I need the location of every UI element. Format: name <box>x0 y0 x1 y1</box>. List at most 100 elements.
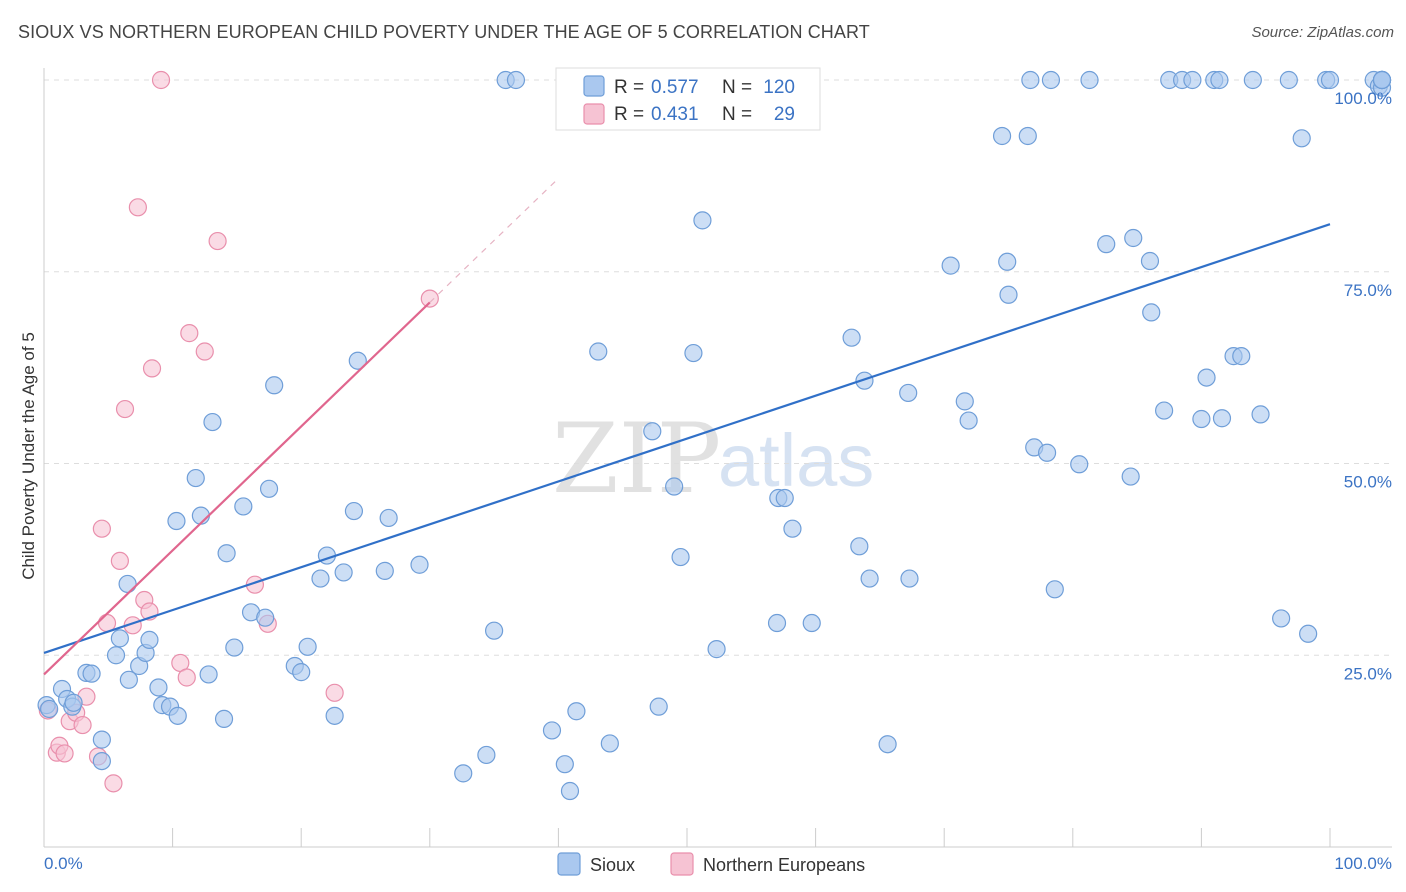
sioux-point-94 <box>1142 303 1161 322</box>
sioux-point-81 <box>998 252 1017 271</box>
sioux-point-53 <box>560 781 580 801</box>
legend-sioux-n-label: N = <box>722 77 752 98</box>
sioux-point-60 <box>671 547 690 567</box>
ne-point-15 <box>128 198 147 217</box>
sioux-point-23 <box>191 506 210 525</box>
sioux-point-75 <box>900 569 919 588</box>
sioux-point-85 <box>1037 443 1057 462</box>
sioux-point-102 <box>1210 70 1229 90</box>
y-tick-label-75: 75.0% <box>1344 281 1392 300</box>
legend-ne-r-value: 0.431 <box>651 104 699 125</box>
sioux-point-113 <box>1320 70 1340 90</box>
watermark: ZIP atlas <box>552 403 874 515</box>
ne-point-27 <box>325 683 344 702</box>
sioux-point-11 <box>110 629 129 648</box>
bottom-legend-sioux-swatch <box>557 852 581 876</box>
x-tick-label-min: 0.0% <box>44 854 83 873</box>
legend-ne-n-label: N = <box>722 104 752 125</box>
sioux-point-90 <box>1097 235 1116 254</box>
sioux-point-89 <box>1080 70 1099 90</box>
watermark-atlas: atlas <box>718 419 874 502</box>
bottom-legend-ne-label: Northern Europeans <box>703 855 865 875</box>
sioux-point-83 <box>1021 70 1040 90</box>
bottom-legend-sioux-label: Sioux <box>590 855 635 875</box>
sioux-point-47 <box>477 745 496 765</box>
sioux-point-37 <box>311 569 330 588</box>
sioux-point-70 <box>850 537 869 556</box>
sioux-point-21 <box>168 706 187 725</box>
sioux-point-41 <box>344 501 364 521</box>
sioux-point-109 <box>1279 70 1298 90</box>
ne-trend-extension <box>429 179 558 303</box>
sioux-point-95 <box>1155 401 1174 420</box>
sioux-point-61 <box>684 343 703 363</box>
ne-point-12 <box>110 551 129 571</box>
sioux-point-87 <box>1045 580 1064 599</box>
sioux-point-5 <box>64 693 83 712</box>
sioux-point-105 <box>1232 347 1251 366</box>
ne-point-24 <box>208 231 227 251</box>
ne-point-13 <box>115 399 135 419</box>
sioux-point-44 <box>379 508 398 528</box>
correlation-legend: R = 0.577 N = 120 R = 0.431 N = 29 <box>555 67 821 131</box>
grid-lines <box>44 79 1392 656</box>
sioux-point-7 <box>82 664 101 683</box>
ne-point-22 <box>180 324 199 343</box>
sioux-point-103 <box>1212 409 1232 428</box>
sioux-point-52 <box>555 755 574 774</box>
sioux-point-32 <box>259 479 279 498</box>
sioux-point-13 <box>119 670 138 689</box>
sioux-point-76 <box>941 256 960 275</box>
ne-point-23 <box>195 342 214 361</box>
sioux-point-31 <box>256 608 275 627</box>
legend-ne-n-value: 29 <box>774 104 795 125</box>
sioux-point-43 <box>375 561 394 580</box>
sioux-point-36 <box>298 637 317 656</box>
sioux-point-106 <box>1243 70 1262 90</box>
sioux-point-79 <box>992 126 1012 146</box>
sioux-point-45 <box>410 555 429 574</box>
sioux-point-80 <box>999 285 1018 304</box>
sioux-point-1 <box>40 699 59 719</box>
y-axis-label: Child Poverty Under the Age of 5 <box>19 332 38 580</box>
sioux-point-16 <box>140 630 159 650</box>
sioux-point-77 <box>955 392 974 411</box>
legend-sioux-swatch <box>583 75 605 97</box>
y-tick-label-100: 100.0% <box>1334 89 1392 108</box>
sioux-point-39 <box>325 706 344 725</box>
sioux-point-92 <box>1124 228 1143 248</box>
sioux-point-67 <box>767 613 787 633</box>
sioux-point-86 <box>1041 70 1061 90</box>
sioux-point-107 <box>1251 405 1270 424</box>
ne-point-11 <box>104 774 123 793</box>
sioux-point-62 <box>693 211 712 230</box>
bottom-legend-ne-swatch <box>670 852 694 876</box>
sioux-point-42 <box>348 351 367 370</box>
sioux-point-54 <box>567 702 586 721</box>
y-tick-label-50: 50.0% <box>1344 473 1392 492</box>
sioux-point-63 <box>707 640 726 659</box>
ne-point-3 <box>55 744 74 763</box>
sioux-point-108 <box>1272 609 1291 628</box>
sioux-point-8 <box>92 730 111 749</box>
chart-title: SIOUX VS NORTHERN EUROPEAN CHILD POVERTY… <box>18 22 870 42</box>
sioux-point-71 <box>855 371 874 390</box>
trend-lines <box>43 179 1331 676</box>
y-tick-labels: 25.0% 50.0% 75.0% 100.0% <box>1334 89 1392 683</box>
ne-point-21 <box>177 668 196 687</box>
sioux-point-24 <box>199 665 218 684</box>
sioux-points <box>37 70 1392 801</box>
sioux-point-28 <box>225 638 244 657</box>
ne-point-28 <box>420 289 439 308</box>
sioux-point-66 <box>783 519 802 538</box>
sioux-point-74 <box>899 383 918 403</box>
ne-point-18 <box>142 359 162 378</box>
sioux-point-110 <box>1292 129 1311 148</box>
sioux-point-9 <box>92 751 111 771</box>
x-tick-label-max: 100.0% <box>1334 854 1392 873</box>
source-label: Source: ZipAtlas.com <box>1251 24 1394 41</box>
sioux-point-50 <box>506 70 526 90</box>
sioux-point-72 <box>860 569 879 588</box>
sioux-point-82 <box>1018 126 1037 146</box>
sioux-point-68 <box>802 613 821 633</box>
